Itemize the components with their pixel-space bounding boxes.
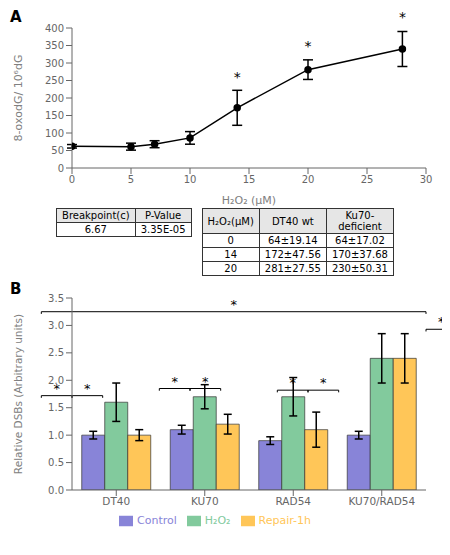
- svg-text:1.5: 1.5: [48, 402, 64, 413]
- svg-text:0.0: 0.0: [48, 485, 64, 496]
- svg-text:8-oxodG/ 10⁶dG: 8-oxodG/ 10⁶dG: [12, 54, 25, 141]
- html-text:Control: Control: [137, 514, 177, 527]
- svg-text:*: *: [305, 38, 312, 54]
- svg-text:*: *: [202, 374, 209, 389]
- svg-text:50: 50: [51, 145, 64, 156]
- html-text:230±50.31: 230±50.31: [331, 263, 388, 274]
- svg-text:200: 200: [45, 93, 64, 104]
- html-text:H₂O₂: H₂O₂: [204, 514, 231, 527]
- svg-text:*: *: [171, 374, 178, 389]
- svg-text:0: 0: [58, 163, 64, 174]
- svg-text:3.5: 3.5: [48, 293, 64, 304]
- html-text:3.35E-05: 3.35E-05: [140, 224, 186, 235]
- svg-text:*: *: [234, 69, 241, 85]
- html-text:Breakpoint(c): Breakpoint(c): [62, 210, 130, 221]
- svg-text:*: *: [438, 314, 442, 329]
- svg-text:400: 400: [45, 23, 64, 34]
- svg-text:*: *: [53, 381, 60, 396]
- svg-text:350: 350: [45, 40, 64, 51]
- svg-text:15: 15: [243, 174, 256, 185]
- svg-text:0.5: 0.5: [48, 457, 64, 468]
- svg-text:5: 5: [128, 174, 134, 185]
- html-text:281±27.55: 281±27.55: [264, 263, 321, 274]
- svg-text:RAD54: RAD54: [276, 495, 312, 507]
- html-text:64±19.14: 64±19.14: [268, 235, 318, 246]
- svg-text:KU70/RAD54: KU70/RAD54: [348, 495, 415, 507]
- html-text:Ku70- deficient: Ku70- deficient: [338, 210, 382, 232]
- svg-text:150: 150: [45, 110, 64, 121]
- html-text:170±37.68: 170±37.68: [331, 249, 388, 260]
- html-text:A: A: [10, 8, 22, 26]
- html-text:20: 20: [224, 263, 237, 274]
- svg-text:10: 10: [184, 174, 197, 185]
- svg-text:Relative DSBs (Arbitrary units: Relative DSBs (Arbitrary units): [12, 314, 24, 474]
- svg-text:30: 30: [420, 174, 433, 185]
- html-text:DT40 wt: DT40 wt: [271, 215, 314, 227]
- svg-text:0: 0: [69, 174, 75, 185]
- svg-text:100: 100: [45, 128, 64, 139]
- svg-text:*: *: [320, 375, 327, 390]
- html-text:H₂O₂(μM): H₂O₂(μM): [207, 215, 254, 227]
- svg-text:DT40: DT40: [102, 495, 130, 507]
- svg-text:2.0: 2.0: [48, 374, 64, 386]
- html-text:Repair-1h: Repair-1h: [258, 514, 311, 527]
- svg-text:20: 20: [302, 174, 315, 185]
- html-text:64±17.02: 64±17.02: [335, 235, 385, 246]
- svg-text:*: *: [289, 375, 296, 390]
- svg-text:250: 250: [45, 75, 64, 86]
- svg-text:*: *: [230, 297, 237, 312]
- html-text:6.67: 6.67: [84, 224, 107, 235]
- svg-text:*: *: [399, 9, 406, 25]
- svg-text:KU70: KU70: [191, 495, 219, 507]
- html-text:14: 14: [224, 249, 237, 260]
- html-text:172±47.56: 172±47.56: [264, 249, 321, 260]
- html-text:P-Value: P-Value: [145, 210, 182, 221]
- svg-text:1.0: 1.0: [48, 430, 64, 441]
- svg-text:2.5: 2.5: [48, 347, 64, 358]
- html-text:B: B: [10, 280, 22, 298]
- html-text:0: 0: [227, 235, 234, 246]
- svg-text:H₂O₂ (μM): H₂O₂ (μM): [222, 194, 276, 207]
- svg-text:300: 300: [45, 58, 64, 69]
- svg-text:25: 25: [361, 174, 374, 185]
- svg-text:3.0: 3.0: [48, 320, 64, 331]
- svg-text:*: *: [84, 381, 91, 396]
